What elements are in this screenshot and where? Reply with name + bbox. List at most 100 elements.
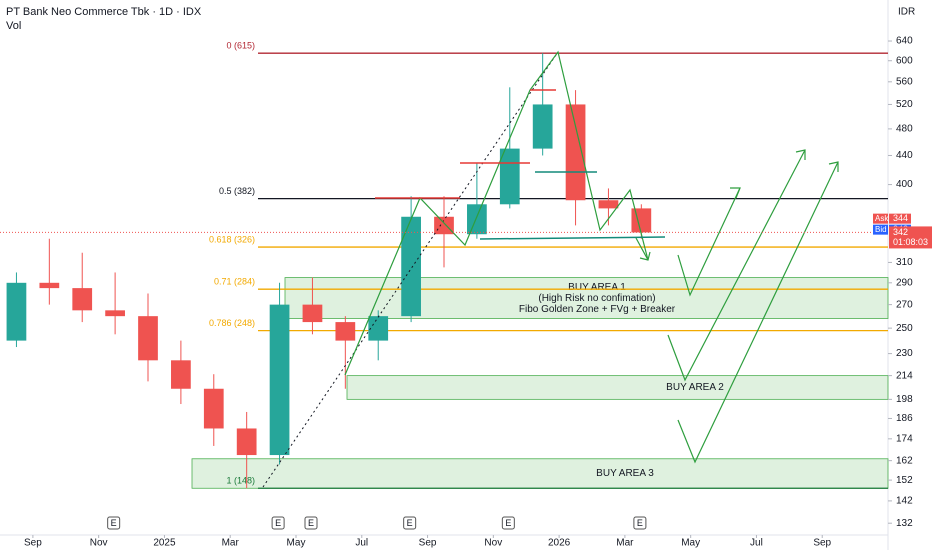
candle-body (368, 316, 389, 341)
fib-label: 1 (148) (226, 476, 255, 486)
y-tick-label: 142 (896, 496, 913, 507)
y-tick-label: 174 (896, 433, 913, 444)
projection (667, 149, 806, 382)
x-tick-label: Sep (24, 538, 42, 549)
y-tick-label: 480 (896, 124, 913, 135)
y-tick-label: 520 (896, 99, 913, 110)
x-tick-label: 2026 (548, 538, 571, 549)
event-label: E (407, 518, 413, 528)
y-tick-label: 214 (896, 370, 913, 381)
y-tick-label: 162 (896, 455, 913, 466)
y-tick-label: 640 (896, 36, 913, 47)
x-tick-label: Sep (813, 538, 831, 549)
candle-body (598, 200, 619, 209)
last-box (889, 226, 932, 249)
event-badge (304, 516, 318, 530)
volume-label: Vol (6, 20, 21, 32)
candle-body (6, 282, 27, 341)
countdown: 01:08:03 (893, 237, 928, 247)
x-tick-label: Mar (616, 538, 634, 549)
event-badge (403, 516, 417, 530)
bid-label: Bid (875, 225, 887, 234)
event-label: E (111, 518, 117, 528)
y-tick-label: 400 (896, 179, 913, 190)
candle-body (499, 148, 520, 205)
y-tick-label: 186 (896, 413, 913, 424)
x-tick-label: Sep (419, 538, 437, 549)
projection (677, 161, 839, 464)
candle-body (302, 304, 323, 323)
candle-body (565, 104, 586, 201)
projection-arrow (795, 149, 806, 160)
x-tick-label: Nov (90, 538, 108, 549)
y-tick-label: 132 (896, 518, 913, 529)
zone-label: BUY AREA 1 (568, 282, 626, 293)
projection-arrow (730, 187, 741, 199)
candle-body (72, 288, 93, 311)
event-badge (271, 516, 285, 530)
buy-zone (284, 277, 889, 319)
candle-body (401, 216, 421, 317)
zone-label: BUY AREA 2 (666, 382, 724, 393)
y-tick-label: 230 (896, 348, 913, 359)
projection-arrow (639, 251, 651, 261)
drawings (262, 50, 839, 488)
fib-label: 0.71 (284) (214, 277, 255, 287)
ask-value: 344 (893, 213, 908, 223)
candle-body (631, 208, 652, 233)
event-label: E (637, 518, 643, 528)
fib-label: 0.786 (248) (209, 318, 255, 328)
y-tick-label: 310 (896, 257, 913, 268)
y-tick-label: 560 (896, 76, 913, 87)
ask-label: Ask (875, 214, 889, 223)
neckline (479, 236, 666, 240)
axes: 132 142 152 162 174 186 198 214 230 250 270 290 310 4… (0, 36, 932, 549)
candle-body (532, 104, 553, 149)
candle-body (138, 316, 158, 361)
event-badge (107, 516, 121, 530)
candle-body (105, 310, 125, 317)
zone-label: (High Risk no confimation) (538, 293, 655, 304)
candle-body (467, 204, 487, 235)
projection (677, 187, 741, 297)
x-tick-label: May (287, 538, 306, 549)
x-tick-label: Jul (355, 538, 368, 549)
candle-body (434, 216, 454, 235)
y-tick-label: 290 (896, 277, 913, 288)
currency: IDR (898, 7, 915, 18)
projection (635, 237, 649, 261)
event-label: E (505, 518, 511, 528)
x-tick-label: Jul (750, 538, 763, 549)
candle-body (269, 304, 290, 456)
ask-box (873, 213, 888, 224)
candle-body (171, 360, 191, 389)
event-label: E (275, 518, 281, 528)
y-tick-label: 600 (896, 55, 913, 66)
y-tick-label: 198 (896, 394, 913, 405)
last-value: 342 (893, 227, 908, 237)
candle-body (335, 322, 356, 341)
x-tick-label: Mar (222, 538, 240, 549)
bid-box (873, 224, 888, 235)
fib-label: 0.5 (382) (219, 186, 255, 196)
zones: BUY AREA 1(High Risk no confimation)Fibo… (191, 277, 889, 489)
x-tick-label: Nov (484, 538, 502, 549)
zone-label: Fibo Golden Zone + FVg + Breaker (519, 304, 676, 315)
zone-label: BUY AREA 3 (596, 468, 654, 479)
chart-title: PT Bank Neo Commerce Tbk · 1D · IDX (6, 6, 202, 18)
ask-value-box (889, 213, 911, 224)
buy-zone (346, 375, 889, 400)
zigzag (344, 50, 649, 376)
fib-label: 0 (615) (226, 41, 255, 51)
event-badge (501, 516, 515, 530)
event-badge (633, 516, 647, 530)
buy-zone (191, 458, 889, 489)
y-tick-label: 440 (896, 150, 913, 161)
y-tick-label: 270 (896, 299, 913, 310)
candle-body (39, 282, 60, 289)
candle-body (236, 428, 257, 456)
y-tick-label: 250 (896, 323, 913, 334)
